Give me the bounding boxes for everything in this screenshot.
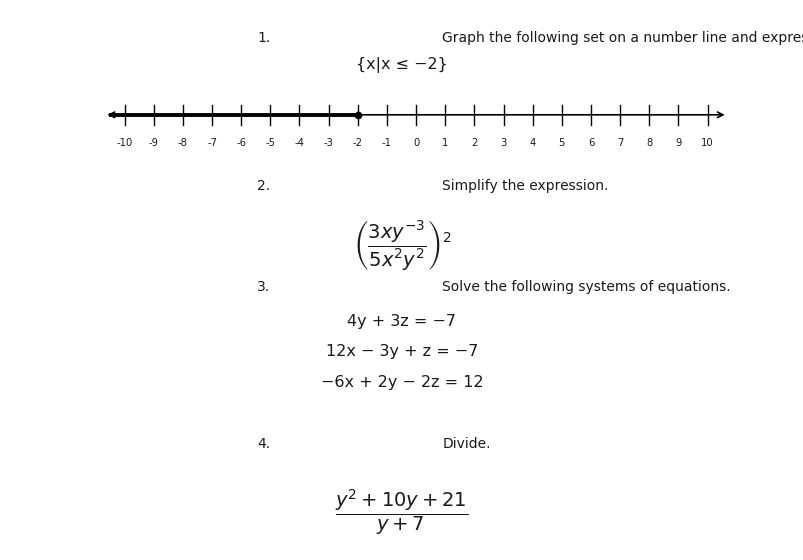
Text: Graph the following set on a number line and express the set in interval notatio: Graph the following set on a number line… [442, 31, 803, 45]
Text: Simplify the expression.: Simplify the expression. [442, 179, 608, 193]
Text: 6: 6 [587, 138, 593, 148]
Text: 4y + 3z = −7: 4y + 3z = −7 [347, 314, 456, 329]
Text: 12x − 3y + z = −7: 12x − 3y + z = −7 [325, 344, 478, 360]
Text: 8: 8 [646, 138, 651, 148]
Text: $\left(\dfrac{3xy^{-3}}{5x^{2}y^{2}}\right)^{2}$: $\left(\dfrac{3xy^{-3}}{5x^{2}y^{2}}\rig… [353, 218, 450, 272]
Text: -5: -5 [265, 138, 275, 148]
Text: -6: -6 [236, 138, 246, 148]
Text: -10: -10 [116, 138, 132, 148]
Text: 1.: 1. [257, 31, 270, 45]
Text: 10: 10 [700, 138, 713, 148]
Text: 4: 4 [529, 138, 535, 148]
Text: -9: -9 [149, 138, 158, 148]
Text: -4: -4 [294, 138, 304, 148]
Text: 2.: 2. [257, 179, 270, 193]
Text: 4.: 4. [257, 437, 270, 451]
Text: −6x + 2y − 2z = 12: −6x + 2y − 2z = 12 [320, 375, 483, 390]
Text: $\dfrac{y^{2}+10y+21}{y+7}$: $\dfrac{y^{2}+10y+21}{y+7}$ [335, 487, 468, 537]
Text: 7: 7 [616, 138, 622, 148]
Text: 0: 0 [413, 138, 418, 148]
Text: Solve the following systems of equations.: Solve the following systems of equations… [442, 280, 730, 294]
Text: 9: 9 [675, 138, 681, 148]
Text: 5: 5 [558, 138, 565, 148]
Text: 3.: 3. [257, 280, 270, 294]
Text: -3: -3 [324, 138, 333, 148]
Text: 2: 2 [471, 138, 477, 148]
Text: -2: -2 [353, 138, 362, 148]
Text: -8: -8 [177, 138, 188, 148]
Text: 1: 1 [442, 138, 448, 148]
Text: 3: 3 [499, 138, 506, 148]
Text: -7: -7 [207, 138, 217, 148]
Text: -1: -1 [381, 138, 391, 148]
Text: Divide.: Divide. [442, 437, 490, 451]
Text: {x|x ≤ −2}: {x|x ≤ −2} [356, 57, 447, 73]
